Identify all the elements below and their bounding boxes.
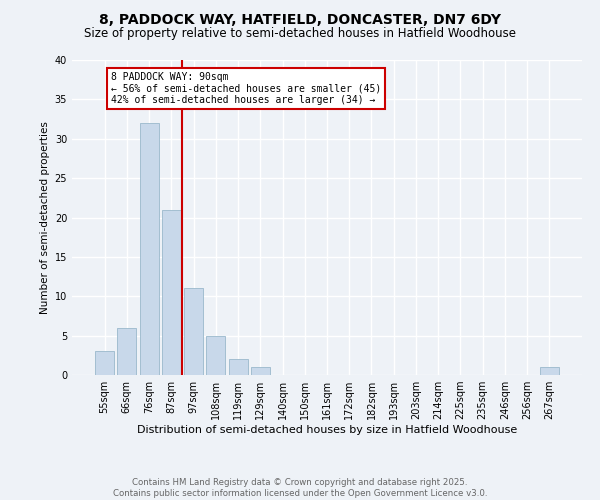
Text: Contains HM Land Registry data © Crown copyright and database right 2025.
Contai: Contains HM Land Registry data © Crown c… (113, 478, 487, 498)
Bar (184, 288, 203, 375)
Bar (206, 336, 225, 375)
X-axis label: Distribution of semi-detached houses by size in Hatfield Woodhouse: Distribution of semi-detached houses by … (137, 425, 517, 435)
Text: 8 PADDOCK WAY: 90sqm
← 56% of semi-detached houses are smaller (45)
42% of semi-: 8 PADDOCK WAY: 90sqm ← 56% of semi-detac… (112, 72, 382, 105)
Bar (229, 359, 248, 375)
Bar (118, 328, 136, 375)
Text: Size of property relative to semi-detached houses in Hatfield Woodhouse: Size of property relative to semi-detach… (84, 28, 516, 40)
Bar (540, 367, 559, 375)
Y-axis label: Number of semi-detached properties: Number of semi-detached properties (40, 121, 50, 314)
Bar (162, 210, 181, 375)
Text: 8, PADDOCK WAY, HATFIELD, DONCASTER, DN7 6DY: 8, PADDOCK WAY, HATFIELD, DONCASTER, DN7… (99, 12, 501, 26)
Bar (251, 367, 270, 375)
Bar (140, 123, 158, 375)
Bar (95, 352, 114, 375)
